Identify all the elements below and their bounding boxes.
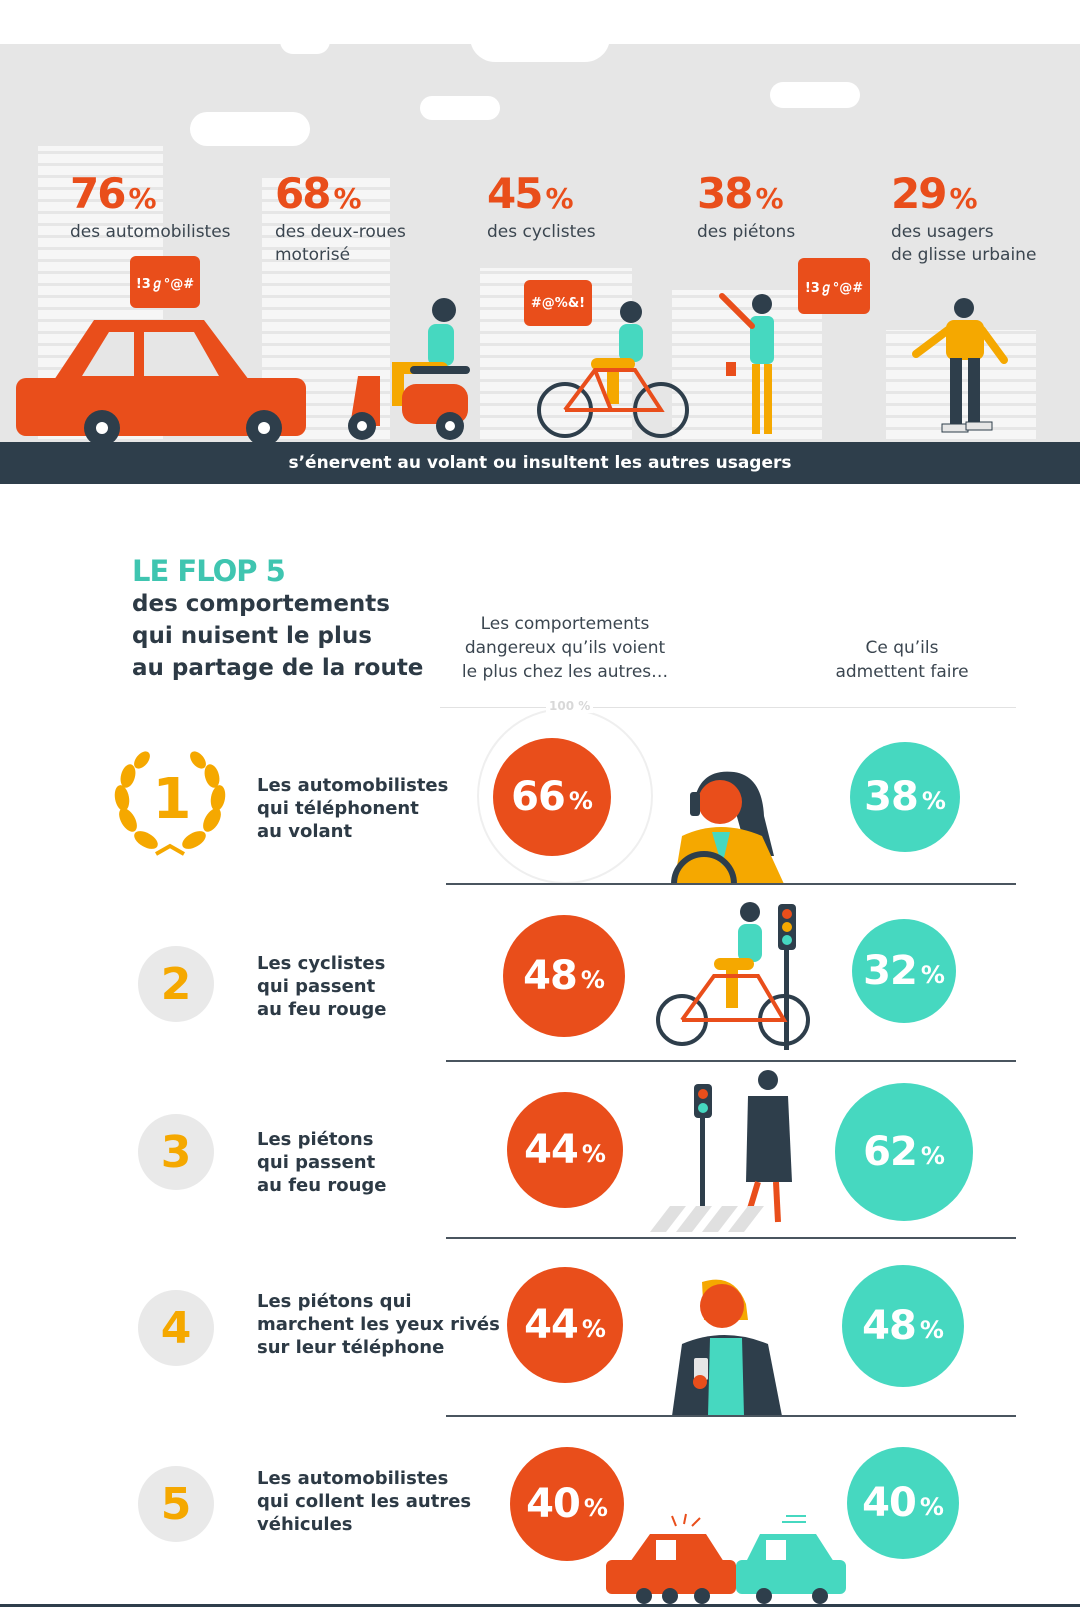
cloud [190,112,310,146]
stat-label: des piétons [697,222,796,242]
banner-caption: s’énervent au volant ou insultent les au… [0,442,1080,484]
rank-3-badge: 3 [138,1114,214,1190]
cloud [470,12,610,62]
seen-value: 66 [511,774,566,820]
percent-unit: % [919,1493,944,1521]
bottom-border [0,1604,1080,1607]
seen-percent-circle: 40% [510,1447,624,1561]
admit-value: 40 [862,1480,917,1526]
seen-percent-circle: 48% [503,915,625,1037]
cyclist-illustration [537,301,689,438]
banner: 76% des automobilistes 68% des deux-roue… [0,0,1080,484]
tailgating-cars-illustration [606,1513,846,1604]
percent-unit: % [919,1316,944,1344]
rank-value: 5 [160,1478,192,1530]
stat-glisse-urbaine: 29% des usagers de glisse urbaine [891,172,1036,267]
stat-value: 29 [891,169,947,218]
stat-value: 45 [487,169,543,218]
behavior-label: Les automobilistes qui téléphonent au vo… [257,775,449,842]
percent-unit: % [580,966,605,994]
stat-unit: % [128,182,157,215]
scooter-rider-illustration [348,298,470,440]
ring-100-label: 100 % [546,699,594,713]
admit-value: 38 [864,774,919,820]
percent-unit: % [920,1142,945,1170]
admit-percent-circle: 48% [842,1265,964,1387]
stat-label: des deux-roues motorisé [275,222,406,265]
admit-percent-circle: 62% [835,1083,973,1221]
seen-percent-circle: 66% [493,738,611,856]
cloud [770,82,860,108]
building [672,290,822,442]
rank-2-badge: 2 [138,946,214,1022]
behavior-label: Les piétons qui marchent les yeux rivés … [257,1291,500,1358]
admit-percent-circle: 32% [852,919,956,1023]
seen-value: 44 [524,1127,579,1173]
stat-label: des usagers de glisse urbaine [891,222,1037,265]
swear-bubble: #@%&! [524,280,592,326]
stat-pietons: 38% des piétons [697,172,795,244]
stat-label: des automobilistes [70,222,231,242]
rank-1-number: 1 [134,761,210,837]
rank-4-badge: 4 [138,1290,214,1366]
pedestrian-red-light-illustration [650,1070,792,1232]
flop-heading: LE FLOP 5 des comportements qui nuisent … [132,554,423,684]
stat-unit: % [949,182,978,215]
percent-unit: % [581,1315,606,1343]
swear-bubble: !3ℊ°@# [130,256,200,308]
seen-value: 40 [526,1481,581,1527]
column-header-admit: Ce qu’ils admettent faire [835,638,969,682]
divider [440,707,1016,708]
flop-title: LE FLOP 5 [132,554,286,588]
flop-subtitle: des comportements qui nuisent le plus au… [132,591,424,681]
rank-value: 2 [160,958,192,1010]
percent-unit: % [920,961,945,989]
row-divider [446,1415,1016,1417]
rank-value: 1 [152,766,192,832]
admit-value: 48 [862,1303,917,1349]
seen-value: 44 [524,1302,579,1348]
rollerblader-illustration [912,298,1008,433]
stat-deux-roues: 68% des deux-roues motorisé [275,172,406,267]
stat-unit: % [755,182,784,215]
admit-value: 32 [863,948,918,994]
rank-value: 4 [160,1302,192,1354]
percent-unit: % [921,787,946,815]
behavior-label: Les cyclistes qui passent au feu rouge [257,953,387,1020]
admit-percent-circle: 40% [847,1447,959,1559]
phone-pedestrian-illustration [672,1279,782,1416]
stat-unit: % [333,182,362,215]
row-divider [446,883,1016,885]
stat-automobilistes: 76% des automobilistes [70,172,231,244]
seen-percent-circle: 44% [507,1092,623,1208]
stat-value: 38 [697,169,753,218]
pedestrian-illustration [719,293,774,434]
phone-driver-illustration [671,771,784,884]
laurel-icon [114,751,226,856]
stat-cyclistes: 45% des cyclistes [487,172,596,244]
percent-unit: % [581,1140,606,1168]
admit-value: 62 [863,1129,918,1175]
seen-percent-circle: 44% [507,1267,623,1383]
stat-unit: % [545,182,574,215]
swear-bubble: !3ℊ°@# [798,258,870,314]
admit-percent-circle: 38% [850,742,960,852]
percent-unit: % [583,1494,608,1522]
rank-5-badge: 5 [138,1466,214,1542]
stat-value: 68 [275,169,331,218]
cyclist-red-light-illustration [656,902,810,1050]
seen-value: 48 [523,953,578,999]
car-illustration [16,320,306,445]
percent-unit: % [568,787,593,815]
behavior-label: Les automobilistes qui collent les autre… [257,1468,472,1535]
row-divider [446,1237,1016,1239]
cloud [280,28,330,54]
row-divider [446,1060,1016,1062]
cloud [420,96,500,120]
rank-value: 3 [160,1126,192,1178]
stat-label: des cyclistes [487,222,596,242]
stat-value: 76 [70,169,126,218]
column-header-seen: Les comportements dangereux qu’ils voien… [461,614,669,682]
behavior-label: Les piétons qui passent au feu rouge [257,1129,387,1196]
